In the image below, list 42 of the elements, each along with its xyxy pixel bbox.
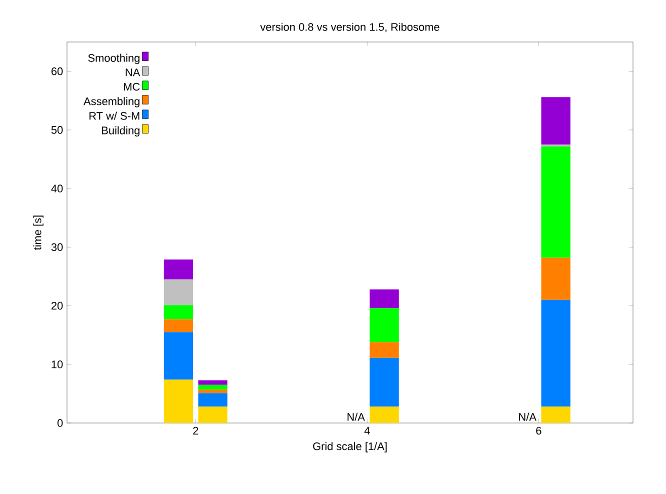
- bar: [370, 406, 399, 423]
- x-axis-title: Grid scale [1/A]: [313, 442, 387, 452]
- bar: [164, 319, 194, 332]
- bar: [164, 305, 194, 320]
- chart-title: version 0.8 vs version 1.5, Ribosome: [260, 22, 440, 32]
- bar: [198, 390, 228, 394]
- bar: [198, 380, 228, 385]
- y-tick-label: 40: [51, 184, 63, 192]
- bar: [370, 358, 399, 407]
- legend-label: RT w/ S-M: [90, 112, 140, 120]
- legend-label: Assembling: [84, 97, 140, 108]
- bar: [164, 380, 194, 423]
- bar: [541, 300, 570, 407]
- y-axis-title: time [s]: [33, 216, 44, 250]
- bar: [541, 406, 570, 423]
- y-tick-label: 30: [51, 243, 63, 252]
- bar: [198, 406, 228, 423]
- y-tick-label: 60: [52, 67, 63, 76]
- x-tick-label: 2: [193, 426, 198, 435]
- bar: [370, 289, 399, 308]
- y-tick-label: 50: [51, 126, 63, 134]
- x-tick-label: 4: [364, 426, 370, 434]
- bar: [164, 332, 194, 380]
- bar: [164, 279, 194, 306]
- y-tick-label: 0: [57, 419, 63, 427]
- x-tick-label: 6: [536, 426, 542, 435]
- annotation: N/A: [519, 412, 536, 421]
- legend-label: NA: [126, 68, 140, 76]
- legend-label: Smoothing: [88, 54, 140, 64]
- legend-label: MC: [124, 82, 140, 91]
- bar: [198, 393, 228, 407]
- legend-label: Building: [102, 126, 140, 136]
- bar: [164, 259, 194, 280]
- y-tick-label: 20: [52, 302, 63, 310]
- bar: [541, 146, 570, 258]
- bar: [370, 342, 399, 358]
- annotation: N/A: [348, 412, 365, 421]
- bar: [370, 308, 399, 342]
- bar: [198, 384, 228, 390]
- bar: [541, 97, 570, 145]
- bar: [541, 258, 570, 300]
- y-tick-label: 10: [52, 360, 63, 368]
